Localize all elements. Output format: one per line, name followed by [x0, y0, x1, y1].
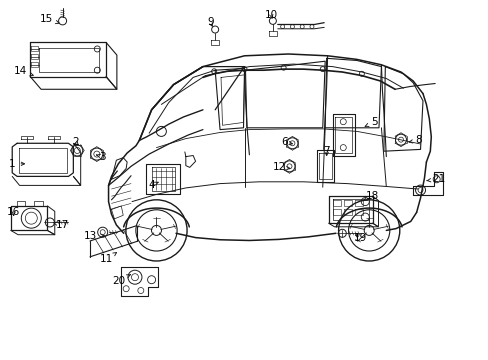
Text: 8: 8 — [408, 135, 421, 145]
Text: 7: 7 — [323, 146, 329, 156]
Text: 12: 12 — [272, 162, 289, 172]
Text: 9: 9 — [206, 17, 213, 27]
Text: 4: 4 — [148, 180, 158, 190]
Text: 6: 6 — [281, 137, 292, 147]
Text: 19: 19 — [353, 233, 367, 243]
Text: 16: 16 — [7, 207, 20, 217]
Text: 17: 17 — [53, 220, 69, 230]
Text: 5: 5 — [365, 117, 377, 127]
Text: 20: 20 — [112, 275, 130, 286]
Text: 10: 10 — [264, 10, 277, 20]
Text: 2: 2 — [72, 137, 79, 147]
Text: 18: 18 — [363, 191, 379, 201]
Text: 13: 13 — [83, 231, 104, 241]
Text: 1: 1 — [9, 159, 24, 169]
Text: 15: 15 — [40, 14, 59, 24]
Text: 14: 14 — [14, 66, 33, 76]
Text: 21: 21 — [426, 174, 445, 184]
Text: 3: 3 — [96, 152, 106, 162]
Text: 11: 11 — [100, 253, 116, 264]
